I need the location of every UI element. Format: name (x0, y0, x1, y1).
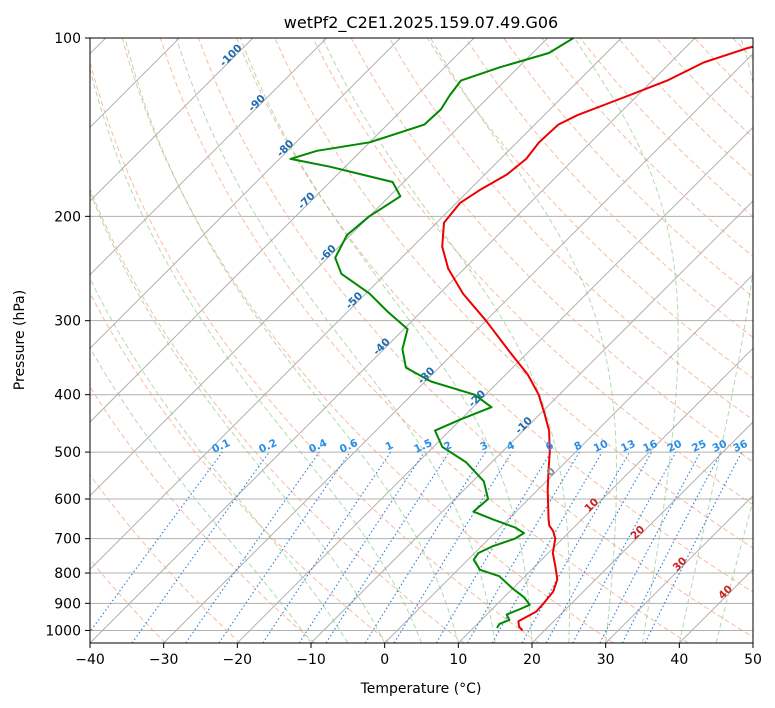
x-tick-label: 0 (380, 652, 389, 668)
x-axis: −40 −30 −20 −10 0 10 20 30 40 50 (75, 643, 762, 668)
isotherm-gridline (90, 38, 254, 202)
x-tick-label: 30 (597, 652, 615, 668)
mixing-ratio-label: 4 (505, 439, 517, 453)
moist-adiabat (430, 38, 617, 643)
dry-adiabat (426, 38, 753, 379)
isotherm-gridline (90, 38, 401, 350)
y-axis: 100 200 300 400 500 600 700 800 900 1000 (45, 31, 90, 639)
moist-adiabat (322, 38, 571, 643)
isotherm-gridline (310, 200, 753, 643)
moist-adiabat (678, 38, 753, 643)
mixing-ratio-line (545, 451, 653, 643)
y-tick-label: 500 (54, 445, 81, 461)
isotherm-gridline (531, 421, 753, 643)
x-tick-label: 50 (744, 652, 762, 668)
isotherm-gridline (163, 52, 753, 643)
y-tick-label: 800 (54, 566, 81, 582)
plot-frame (89, 37, 754, 644)
x-tick-label: −30 (149, 652, 179, 668)
y-tick-label: 1000 (45, 623, 81, 639)
mixing-ratio-line (298, 451, 425, 643)
y-tick-label: 100 (54, 31, 81, 47)
x-axis-label: Temperature (°C) (360, 681, 482, 697)
mixing-ratio-label: 6 (544, 439, 556, 453)
profile-lines (289, 38, 753, 632)
dry-adiabat (90, 187, 465, 643)
mixing-ratio-line (90, 451, 223, 633)
mixing-ratio-label: 13 (619, 438, 637, 455)
moist-adiabat (90, 66, 422, 643)
moist-adiabat (124, 38, 459, 643)
mixing-ratio-label: 2 (442, 439, 454, 453)
mixing-ratio-label: 20 (665, 438, 683, 455)
x-tick-label: −20 (223, 652, 253, 668)
dry-adiabat (503, 38, 753, 298)
mixing-ratio-line (521, 451, 630, 643)
mixing-ratio-label: 3 (478, 439, 490, 453)
x-tick-label: −40 (75, 652, 105, 668)
moist-adiabat (90, 190, 386, 643)
dry-adiabat (350, 38, 753, 463)
isotherm-gridline (90, 38, 622, 571)
dry-adiabat (121, 38, 614, 643)
mixing-ratio-line (131, 451, 270, 643)
y-tick-label: 700 (54, 532, 81, 548)
mixing-ratio-line (185, 451, 320, 643)
moist-adiabat (715, 499, 753, 643)
dry-adiabat (90, 60, 540, 643)
isotherm-gridline (236, 126, 753, 643)
chart-title: wetPf2_C2E1.2025.159.07.49.G06 (284, 13, 558, 33)
mixing-ratio-line (218, 451, 351, 643)
dry-adiabat (236, 38, 753, 593)
mixing-ratio-line (262, 451, 392, 643)
mixing-ratio-label: 25 (690, 438, 708, 455)
moist-adiabat (175, 38, 496, 643)
y-tick-label: 200 (54, 209, 81, 225)
mixing-ratio-label: 10 (592, 438, 610, 455)
mixing-ratio-label: 8 (572, 439, 584, 453)
moist-adiabat (90, 346, 312, 643)
moist-adiabat (90, 277, 349, 643)
adiabat-curves (90, 38, 753, 643)
mixing-ratio-label: 1 (384, 439, 396, 453)
x-tick-label: −10 (296, 652, 326, 668)
dry-adiabat (198, 38, 753, 638)
y-tick-label: 900 (54, 596, 81, 612)
mixing-ratio-line (572, 451, 677, 643)
isotherm-gridline (605, 494, 753, 643)
plot-background (90, 38, 753, 643)
y-tick-label: 400 (54, 388, 81, 404)
mixing-ratio-line (325, 451, 450, 643)
dry-adiabat (90, 473, 241, 643)
dry-adiabat (159, 38, 689, 643)
temperature-profile-line (441, 45, 753, 632)
x-tick-label: 40 (670, 652, 688, 668)
mixing-ratio-line (644, 451, 743, 643)
dewpoint-profile-line (289, 38, 575, 629)
mixing-ratio-label: 30 (711, 438, 729, 455)
mixing-ratio-label: 36 (731, 438, 749, 455)
isotherm-gridline (90, 38, 549, 497)
mixing-ratio-label: 16 (641, 438, 659, 455)
isotherm-gridline (90, 38, 696, 643)
x-tick-label: 20 (523, 652, 541, 668)
isotherm-gridline (90, 38, 328, 276)
isotherm-gridline (457, 347, 753, 643)
mixing-ratio-line (393, 451, 513, 643)
dry-adiabat (90, 292, 390, 643)
moist-adiabat (239, 38, 533, 643)
isotherm-gridline (90, 38, 475, 423)
y-tick-label: 300 (54, 314, 81, 330)
isotherm-gridline (384, 273, 753, 643)
y-axis-label: Pressure (hPa) (12, 290, 28, 390)
x-tick-label: 10 (449, 652, 467, 668)
moist-adiabat (574, 38, 679, 643)
dry-adiabat (90, 385, 316, 643)
dry-adiabat (90, 558, 166, 643)
y-tick-label: 600 (54, 492, 81, 508)
